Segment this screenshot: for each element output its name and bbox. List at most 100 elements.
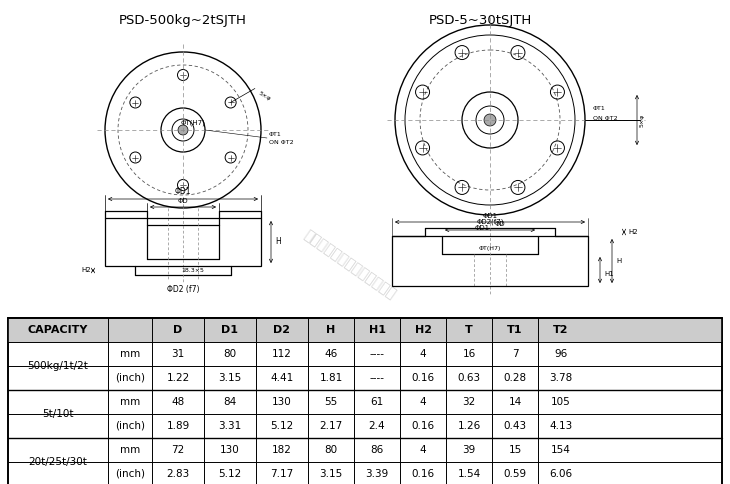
Text: 1.89: 1.89: [166, 421, 190, 431]
Text: 32: 32: [462, 397, 476, 407]
Text: 16: 16: [462, 349, 476, 359]
Text: 2.4: 2.4: [369, 421, 385, 431]
Text: 80: 80: [223, 349, 237, 359]
Text: ΦD2(f7): ΦD2(f7): [476, 218, 504, 225]
Text: ΦT(H7): ΦT(H7): [181, 120, 206, 126]
Text: CAPACITY: CAPACITY: [28, 325, 88, 335]
Text: H: H: [275, 238, 281, 246]
Text: D1: D1: [221, 325, 239, 335]
Text: 46: 46: [324, 349, 337, 359]
Text: mm: mm: [120, 397, 140, 407]
Text: ΦD1: ΦD1: [475, 225, 490, 231]
Text: 0.16: 0.16: [412, 421, 434, 431]
Text: 3.15: 3.15: [320, 469, 342, 479]
Text: 84: 84: [223, 397, 237, 407]
Text: 0.16: 0.16: [412, 469, 434, 479]
Circle shape: [178, 125, 188, 135]
Text: T1: T1: [507, 325, 523, 335]
Text: 39: 39: [462, 445, 476, 455]
Text: 广州众鹑自动化科技有限公司: 广州众鹑自动化科技有限公司: [301, 228, 399, 302]
Text: ΦD2 (f7): ΦD2 (f7): [166, 285, 199, 294]
Text: 0.16: 0.16: [412, 373, 434, 383]
Text: 0.28: 0.28: [504, 373, 526, 383]
Text: 48: 48: [172, 397, 185, 407]
Text: 1.22: 1.22: [166, 373, 190, 383]
Text: 5t/10t: 5t/10t: [42, 409, 74, 419]
Text: 1.81: 1.81: [320, 373, 342, 383]
Text: H2: H2: [628, 229, 637, 235]
Text: 2.17: 2.17: [320, 421, 342, 431]
Text: ΦD1: ΦD1: [483, 213, 498, 219]
Text: 14: 14: [508, 397, 522, 407]
Text: D: D: [174, 325, 182, 335]
Text: (inch): (inch): [115, 421, 145, 431]
Text: 2.83: 2.83: [166, 469, 190, 479]
Text: H1: H1: [369, 325, 385, 335]
Text: 4: 4: [420, 349, 426, 359]
Text: 4: 4: [420, 445, 426, 455]
Text: 96: 96: [554, 349, 568, 359]
Text: ΦT1: ΦT1: [593, 106, 606, 110]
Text: 0.63: 0.63: [458, 373, 480, 383]
Text: (inch): (inch): [115, 469, 145, 479]
Text: 5×φ: 5×φ: [640, 113, 645, 127]
Text: 61: 61: [370, 397, 384, 407]
Text: 112: 112: [272, 349, 292, 359]
Text: ON ΦT2: ON ΦT2: [269, 139, 293, 145]
Text: ΦD: ΦD: [177, 198, 188, 204]
Text: H2: H2: [81, 267, 91, 273]
Text: H: H: [616, 258, 621, 264]
Text: 3.78: 3.78: [550, 373, 572, 383]
Text: ----: ----: [369, 373, 385, 383]
Text: 4.41: 4.41: [270, 373, 293, 383]
Text: (inch): (inch): [115, 373, 145, 383]
Text: ΦD1: ΦD1: [174, 187, 191, 196]
Text: 5×φ: 5×φ: [258, 91, 272, 102]
Text: 7: 7: [512, 349, 518, 359]
Text: 6.06: 6.06: [550, 469, 572, 479]
Text: 130: 130: [272, 397, 292, 407]
Text: 5.12: 5.12: [218, 469, 242, 479]
Circle shape: [484, 114, 496, 126]
Text: 72: 72: [172, 445, 185, 455]
Text: ΦT(H7): ΦT(H7): [479, 246, 502, 251]
Text: ΦT1: ΦT1: [269, 132, 282, 136]
Text: 182: 182: [272, 445, 292, 455]
Text: 4.13: 4.13: [550, 421, 572, 431]
Text: 3.31: 3.31: [218, 421, 242, 431]
Text: T2: T2: [553, 325, 569, 335]
Text: ON ΦT2: ON ΦT2: [593, 116, 618, 121]
Text: 3.39: 3.39: [366, 469, 388, 479]
Text: 0.43: 0.43: [504, 421, 526, 431]
Text: ΦD: ΦD: [495, 221, 505, 227]
Text: PSD-500kg~2tSJTH: PSD-500kg~2tSJTH: [119, 14, 247, 27]
Text: 55: 55: [324, 397, 337, 407]
Text: ----: ----: [369, 349, 385, 359]
Text: 130: 130: [220, 445, 240, 455]
Text: 500kg/1t/2t: 500kg/1t/2t: [28, 361, 88, 371]
Text: PSD-5~30tSJTH: PSD-5~30tSJTH: [429, 14, 531, 27]
Text: D2: D2: [274, 325, 291, 335]
Text: 86: 86: [370, 445, 384, 455]
Text: 18.3×5: 18.3×5: [182, 268, 204, 273]
Text: 7.17: 7.17: [270, 469, 293, 479]
Bar: [392, 236, 588, 286]
Bar: [8, 318, 722, 484]
Text: 154: 154: [551, 445, 571, 455]
Text: 1.26: 1.26: [458, 421, 480, 431]
Text: H2: H2: [415, 325, 431, 335]
Bar: [8, 318, 722, 342]
Text: 15: 15: [508, 445, 522, 455]
Text: 4: 4: [420, 397, 426, 407]
Text: H1: H1: [604, 271, 614, 277]
Text: T: T: [465, 325, 473, 335]
Text: 20t/25t/30t: 20t/25t/30t: [28, 457, 88, 467]
Text: mm: mm: [120, 349, 140, 359]
Text: 3.15: 3.15: [218, 373, 242, 383]
Text: 0.59: 0.59: [504, 469, 526, 479]
Text: 105: 105: [551, 397, 571, 407]
Text: 5.12: 5.12: [270, 421, 293, 431]
Text: H: H: [326, 325, 336, 335]
Text: mm: mm: [120, 445, 140, 455]
Bar: [105, 218, 261, 266]
